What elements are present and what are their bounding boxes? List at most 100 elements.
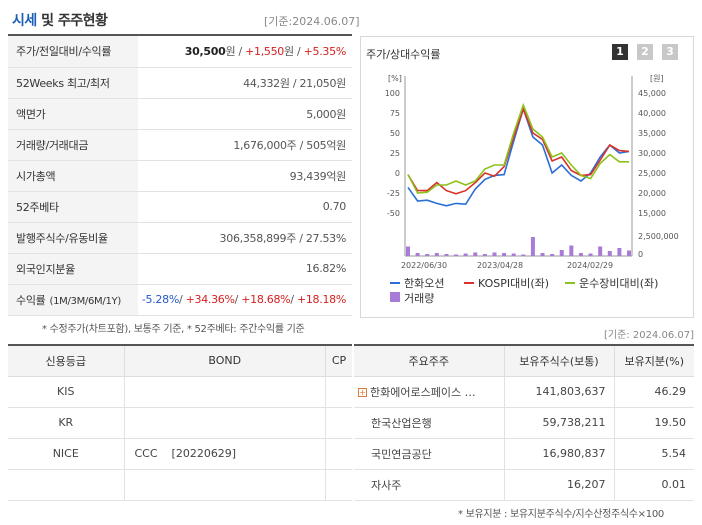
table-cell: 국민연금공단 xyxy=(354,438,505,470)
info-label: 52주베타 xyxy=(8,191,138,223)
left-tick-label: 75 xyxy=(390,109,400,118)
info-value: 93,439억원 xyxy=(138,160,352,192)
volume-bar xyxy=(569,245,574,256)
table-row: + 한화에어로스페이스 … 141,803,637 46.29 xyxy=(354,376,694,408)
volume-bar xyxy=(492,252,497,256)
volume-bar xyxy=(617,248,622,256)
column-header: 신용등급 xyxy=(8,346,125,377)
chart-reference-date: [기준: 2024.06.07] xyxy=(604,330,695,341)
table-row: KIS xyxy=(8,376,352,408)
column-header: CP xyxy=(325,346,352,377)
right-tick-label: 30,000 xyxy=(638,149,666,158)
info-value: 1,676,000주 / 505억원 xyxy=(138,129,352,161)
info-value: 5,000원 xyxy=(138,98,352,130)
info-row: 주가/전일대비/수익률 30,500원 / +1,550원 / +5.35% xyxy=(8,36,352,68)
legend-label: 한화오션 xyxy=(404,277,444,290)
right-tick-label: 15,000 xyxy=(638,209,666,218)
info-row: 발행주식수/유동비율 306,358,899주 / 27.53% xyxy=(8,222,352,254)
right-tick-label: 45,000 xyxy=(638,89,666,98)
table-row: 자사주 16,207 0.01 xyxy=(354,469,694,501)
right-tick-label: 35,000 xyxy=(638,129,666,138)
legend-label: 운수장비대비(좌) xyxy=(579,277,658,290)
left-tick-label: 25 xyxy=(390,149,400,158)
reference-date: [기준:2024.06.07] xyxy=(264,15,360,28)
info-label: 수익률 (1M/3M/6M/1Y) xyxy=(8,284,138,316)
info-row: 52주베타 0.70 xyxy=(8,191,352,223)
volume-bar xyxy=(415,253,420,256)
table-row: 한국산업은행 59,738,211 19.50 xyxy=(354,407,694,439)
right-tick-label: 40,000 xyxy=(638,109,666,118)
info-label: 외국인지분율 xyxy=(8,253,138,285)
x-tick-label: 2024/02/29 xyxy=(567,261,613,270)
relative-return-chart: [%] [원] 100 45,000 75 40,000 50 35,000 25 30,000 0… xyxy=(385,74,679,305)
volume-bar xyxy=(607,251,612,256)
table-cell: 자사주 xyxy=(354,469,505,501)
table-cell: NICE xyxy=(8,438,125,470)
chart-tab-1[interactable]: 1 xyxy=(612,44,628,60)
divider xyxy=(8,344,352,346)
volume-bar xyxy=(434,253,439,256)
volume-bar xyxy=(406,246,410,256)
left-tick-label: -50 xyxy=(387,209,400,218)
series-line-3 xyxy=(407,102,629,194)
volume-bar xyxy=(444,254,449,256)
info-value: -5.28%/ +34.36%/ +18.68%/ +18.18% xyxy=(138,284,352,316)
table-cell: KIS xyxy=(8,376,125,408)
volume-bar xyxy=(627,250,631,256)
info-label: 52Weeks 최고/최저 xyxy=(8,67,138,99)
table-cell xyxy=(124,407,326,439)
volume-bar xyxy=(550,254,555,256)
legend-label: KOSPI대비(좌) xyxy=(478,277,549,290)
info-row: 시가총액 93,439억원 xyxy=(8,160,352,192)
volume-tick-label: 2,500,000 xyxy=(638,232,679,241)
volume-bar xyxy=(559,250,564,256)
x-tick-label: 2022/06/30 xyxy=(401,261,447,270)
volume-bar xyxy=(530,237,535,256)
volume-zero-label: 0 xyxy=(638,250,643,259)
table-cell xyxy=(325,407,352,439)
volume-bar xyxy=(502,253,507,256)
holders-footnote: * 보유지분 : 보유지분주식수/지수산정주식수×100 xyxy=(458,509,664,520)
table-cell: + 한화에어로스페이스 … xyxy=(354,376,505,408)
volume-bar xyxy=(473,252,478,256)
section-title: 시세 및 주주현황 xyxy=(12,13,108,29)
credit-rating-table: 신용등급 BOND CP KIS KR NICE CCC [20220629] xyxy=(8,346,352,501)
table-cell: KR xyxy=(8,407,125,439)
info-value: 306,358,899주 / 27.53% xyxy=(138,222,352,254)
chart-tab-3[interactable]: 3 xyxy=(662,44,678,60)
x-tick-label: 2023/04/28 xyxy=(477,261,523,270)
table-cell: 59,738,211 xyxy=(504,407,615,439)
chart-panel xyxy=(360,36,694,318)
left-axis-unit: [%] xyxy=(388,74,402,83)
info-label: 발행주식수/유동비율 xyxy=(8,222,138,254)
table-row xyxy=(8,469,352,501)
info-value: 0.70 xyxy=(138,191,352,223)
table-cell: 16,980,837 xyxy=(504,438,615,470)
expand-plus-icon[interactable]: + xyxy=(358,388,367,397)
column-header: 보유주식수(보통) xyxy=(504,346,615,377)
info-label: 시가총액 xyxy=(8,160,138,192)
info-value: 44,332원 / 21,050원 xyxy=(138,67,352,99)
series-line-2 xyxy=(407,106,630,195)
volume-bar xyxy=(463,253,468,256)
table-cell: 46.29 xyxy=(614,376,694,408)
table-cell xyxy=(325,376,352,408)
divider xyxy=(354,344,694,346)
info-row: 거래량/거래대금 1,676,000주 / 505억원 xyxy=(8,129,352,161)
left-tick-label: 0 xyxy=(395,169,400,178)
volume-bar xyxy=(598,246,603,256)
info-footnote: * 수정주가(차트포함), 보통주 기준, * 52주베타: 주간수익률 기준 xyxy=(42,324,305,335)
table-cell xyxy=(325,438,352,470)
chart-tab-2[interactable]: 2 xyxy=(637,44,653,60)
left-tick-label: -25 xyxy=(387,189,400,198)
volume-bar xyxy=(578,253,583,256)
table-cell: 5.54 xyxy=(614,438,694,470)
table-cell: 16,207 xyxy=(504,469,615,501)
table-cell: 0.01 xyxy=(614,469,694,501)
volume-bar xyxy=(511,253,516,256)
info-row: 외국인지분율 16.82% xyxy=(8,253,352,285)
table-cell xyxy=(8,469,125,501)
table-row: NICE CCC [20220629] xyxy=(8,438,352,470)
legend-volume-swatch xyxy=(390,292,400,302)
volume-bar xyxy=(454,254,459,256)
